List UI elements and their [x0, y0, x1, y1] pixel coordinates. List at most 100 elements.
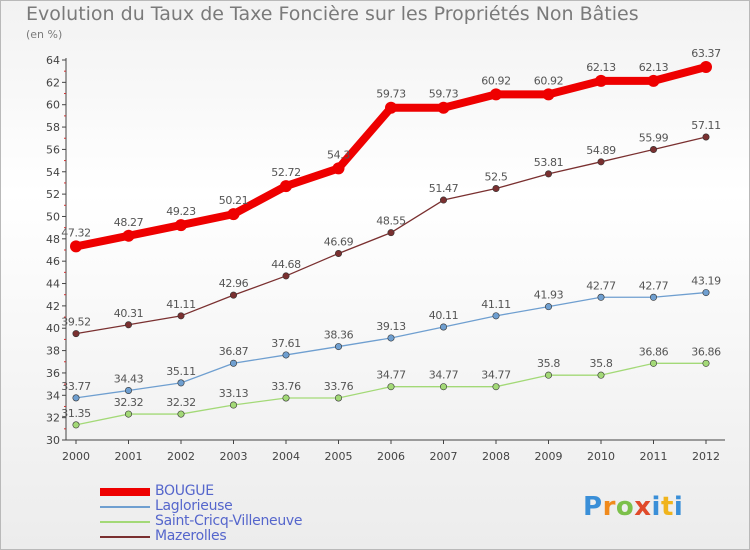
data-point — [492, 312, 500, 320]
data-point — [177, 312, 185, 320]
data-point — [439, 323, 447, 331]
x-tick-label: 2001 — [115, 450, 143, 463]
y-tick-label: 58 — [46, 121, 60, 134]
logo-letter: o — [615, 492, 635, 522]
data-label: 59.73 — [376, 88, 406, 101]
data-label: 49.23 — [166, 205, 196, 218]
y-tick-label: 34 — [46, 389, 60, 402]
data-label: 41.11 — [481, 298, 511, 311]
data-point — [387, 334, 395, 342]
y-tick-label: 64 — [46, 54, 60, 67]
data-label: 48.27 — [114, 216, 144, 229]
data-label: 60.92 — [534, 74, 564, 87]
data-point — [702, 359, 710, 367]
x-tick-label: 2004 — [272, 450, 300, 463]
data-label: 36.86 — [691, 345, 721, 358]
data-point — [702, 289, 710, 297]
data-point — [700, 61, 712, 74]
y-tick-label: 56 — [46, 143, 60, 156]
data-label: 34.77 — [376, 369, 406, 382]
y-tick-label: 36 — [46, 367, 60, 380]
y-tick-label: 30 — [46, 434, 60, 447]
x-tick-label: 2008 — [482, 450, 510, 463]
data-label: 33.76 — [324, 380, 354, 393]
data-label: 34.77 — [481, 369, 511, 382]
data-point — [122, 229, 135, 242]
data-point — [387, 229, 395, 237]
data-label: 39.13 — [376, 320, 406, 333]
data-label: 33.77 — [61, 380, 91, 393]
data-label: 57.11 — [691, 119, 721, 132]
data-point — [649, 359, 657, 367]
chart-title: Evolution du Taux de Taxe Foncière sur l… — [26, 3, 639, 25]
data-label: 62.13 — [639, 61, 669, 74]
data-label: 50.21 — [219, 194, 249, 207]
data-point — [544, 170, 552, 178]
data-point — [125, 321, 133, 329]
data-point — [125, 410, 133, 418]
data-label: 35.8 — [590, 357, 613, 370]
data-label: 32.32 — [114, 396, 144, 409]
data-point — [70, 240, 82, 253]
data-point — [649, 146, 657, 154]
data-point — [647, 74, 660, 87]
data-label: 42.77 — [586, 279, 616, 292]
data-label: 55.99 — [639, 132, 669, 145]
data-label: 40.11 — [429, 309, 459, 322]
y-tick-label: 42 — [46, 300, 60, 313]
x-tick-label: 2005 — [325, 450, 353, 463]
data-point — [595, 74, 607, 87]
x-tick-label: 2009 — [535, 450, 563, 463]
proxiti-logo: Proxiti — [583, 492, 683, 522]
data-label: 37.61 — [271, 337, 301, 350]
y-tick-label: 44 — [46, 278, 60, 291]
y-tick-label: 52 — [46, 188, 60, 201]
data-label: 43.19 — [691, 275, 721, 288]
logo-letter: i — [673, 492, 684, 522]
data-label: 54.3 — [327, 148, 350, 161]
data-point — [597, 371, 605, 379]
data-label: 42.96 — [219, 277, 249, 290]
data-point — [177, 379, 185, 387]
legend-swatch — [100, 521, 150, 523]
data-point — [492, 185, 500, 193]
logo-letter: P — [583, 492, 603, 522]
y-tick-label: 32 — [46, 412, 60, 425]
x-tick-label: 2012 — [692, 450, 720, 463]
data-label: 48.55 — [376, 215, 406, 228]
y-tick-label: 60 — [46, 99, 60, 112]
y-tick-label: 48 — [46, 233, 60, 246]
data-label: 35.11 — [166, 365, 196, 378]
data-point — [544, 371, 552, 379]
data-point — [387, 383, 395, 391]
data-point — [72, 421, 80, 429]
data-point — [597, 293, 605, 301]
x-tick-label: 2002 — [167, 450, 195, 463]
data-label: 32.32 — [166, 396, 196, 409]
data-point — [175, 219, 187, 232]
data-label: 39.52 — [61, 316, 91, 329]
data-point — [72, 330, 80, 338]
data-point — [230, 291, 238, 299]
data-label: 33.13 — [219, 387, 249, 400]
data-point — [334, 394, 342, 402]
data-point — [542, 88, 555, 101]
data-point — [177, 410, 185, 418]
legend-swatch — [100, 506, 150, 508]
data-point — [230, 359, 238, 367]
x-tick-label: 2000 — [62, 450, 90, 463]
chart-subtitle: (en %) — [26, 28, 63, 41]
y-tick-label: 40 — [46, 322, 60, 335]
data-label: 60.92 — [481, 74, 511, 87]
data-label: 33.76 — [271, 380, 301, 393]
data-label: 63.37 — [691, 47, 721, 60]
data-point — [492, 383, 500, 391]
axes: 30 32 34 36 38 40 42 44 46 48 50 52 54 56 58 60 62 64 2000… — [46, 54, 725, 463]
data-label: 36.87 — [219, 345, 249, 358]
data-label: 46.69 — [324, 235, 354, 248]
data-point — [544, 303, 552, 311]
legend-label: BOUGUE — [155, 483, 214, 499]
data-point — [332, 162, 345, 175]
data-label: 54.89 — [586, 144, 616, 157]
